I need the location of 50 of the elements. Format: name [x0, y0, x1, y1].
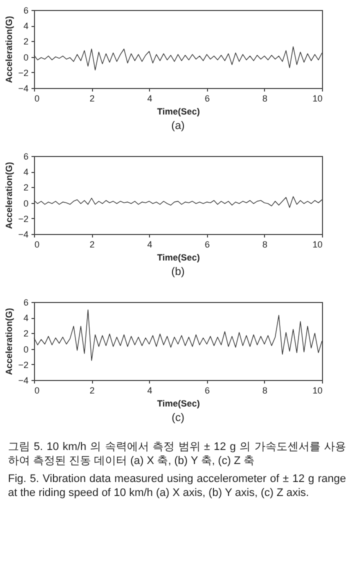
x-tick-label: 0 — [34, 240, 40, 250]
y-tick-label: 6 — [23, 298, 28, 308]
x-tick-label: 2 — [90, 94, 95, 104]
x-tick-label: 10 — [312, 240, 322, 250]
x-tick-label: 4 — [147, 94, 152, 104]
text: (c) — [172, 412, 184, 424]
x-tick-label: 2 — [90, 386, 95, 396]
y-tick-label: −2 — [18, 214, 28, 224]
x-tick-label: 2 — [90, 240, 95, 250]
y-tick-label: 0 — [23, 198, 28, 208]
text: (a) — [171, 120, 185, 132]
caption: 그림 5. 10 km/h 의 속력에서 측정 범위 ± 12 g 의 가속도센서를 사용하여 측정된 진동 데이터 (a) X 축, (b) Y 축, (c) Z 축 — [8, 440, 346, 468]
x-tick-label: 8 — [262, 386, 268, 396]
x-axis-title: Time(Sec) — [157, 398, 200, 408]
x-tick-label: 6 — [204, 94, 210, 104]
y-axis-title: Acceleration(G) — [4, 162, 14, 230]
y-tick-label: 6 — [23, 152, 28, 162]
y-tick-label: 0 — [23, 344, 28, 354]
y-tick-label: −2 — [18, 68, 28, 78]
line-series — [34, 196, 322, 208]
x-tick-label: 4 — [147, 386, 152, 396]
y-tick-label: 2 — [23, 182, 28, 193]
x-tick-label: 6 — [204, 386, 210, 396]
x-tick-label: 10 — [312, 94, 322, 104]
line-series — [34, 46, 322, 70]
y-tick-label: 4 — [23, 167, 28, 178]
text: (b) — [171, 266, 185, 278]
x-tick-label: 0 — [34, 94, 40, 104]
y-tick-label: −4 — [18, 84, 28, 94]
caption: Fig. 5. Vibration data measured using accelerometer of ± 12 g range at the riding speed of 10 km/h (a) X axis, (b) Y axis, (c) Z axis. — [8, 472, 346, 500]
x-tick-label: 6 — [204, 240, 210, 250]
line-series — [34, 309, 322, 361]
x-tick-label: 4 — [147, 240, 152, 250]
x-tick-label: 10 — [312, 386, 322, 396]
y-tick-label: 6 — [23, 6, 28, 16]
y-tick-label: 0 — [23, 52, 28, 62]
y-tick-label: 2 — [23, 328, 28, 339]
y-tick-label: −4 — [18, 376, 28, 386]
y-tick-label: 2 — [23, 36, 28, 47]
y-axis-title: Acceleration(G) — [4, 16, 14, 84]
y-tick-label: 4 — [23, 313, 28, 324]
y-axis-title: Acceleration(G) — [4, 308, 14, 376]
y-tick-label: −4 — [18, 230, 28, 240]
y-tick-label: −2 — [18, 360, 28, 370]
x-tick-label: 8 — [262, 94, 268, 104]
y-tick-label: 4 — [23, 21, 28, 32]
x-tick-label: 8 — [262, 240, 268, 250]
x-axis-title: Time(Sec) — [157, 106, 200, 116]
x-axis-title: Time(Sec) — [157, 252, 200, 262]
x-tick-label: 0 — [34, 386, 40, 396]
